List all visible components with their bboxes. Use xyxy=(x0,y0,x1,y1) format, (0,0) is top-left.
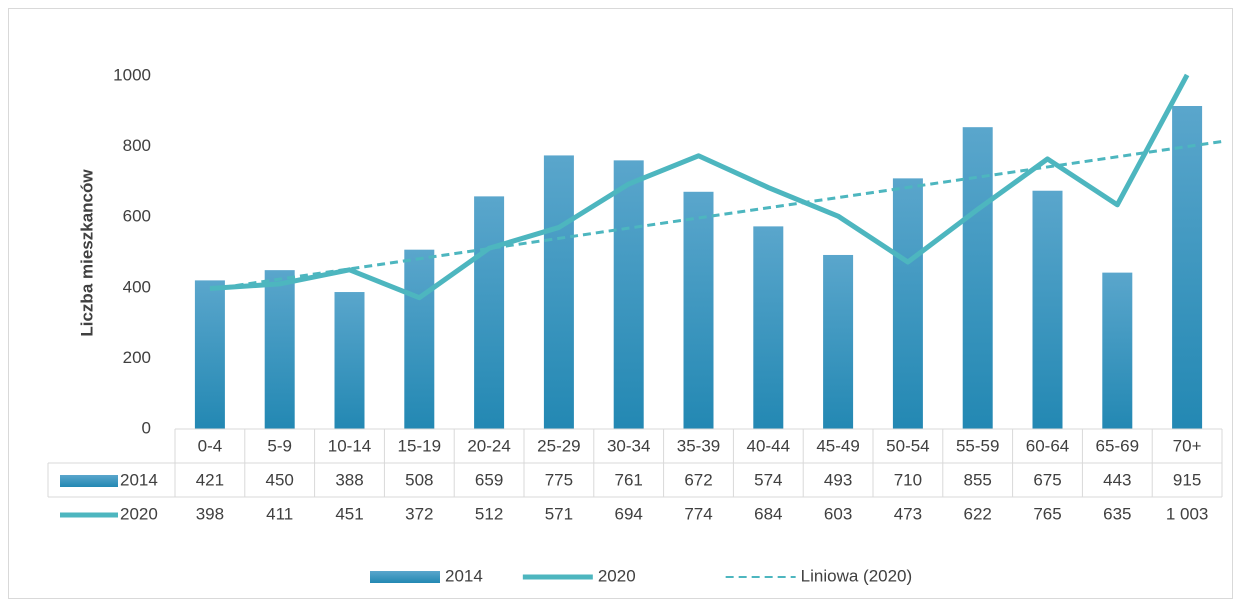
x-tick-label: 65-69 xyxy=(1096,436,1139,455)
x-tick-label: 60-64 xyxy=(1026,436,1069,455)
table-value: 571 xyxy=(545,504,573,523)
y-tick-label: 200 xyxy=(123,348,151,367)
table-value: 694 xyxy=(615,504,643,523)
table-series-name: 2014 xyxy=(120,470,158,489)
table-value: 603 xyxy=(824,504,852,523)
legend-label: 2014 xyxy=(445,566,483,585)
legend-label: Liniowa (2020) xyxy=(801,566,913,585)
bar xyxy=(962,127,993,429)
bar xyxy=(194,280,225,429)
table-value: 574 xyxy=(754,470,782,489)
table-value: 765 xyxy=(1033,504,1061,523)
table-value: 512 xyxy=(475,504,503,523)
bar xyxy=(1102,272,1133,429)
x-tick-label: 40-44 xyxy=(747,436,790,455)
table-value: 508 xyxy=(405,470,433,489)
table-value: 659 xyxy=(475,470,503,489)
x-tick-label: 15-19 xyxy=(398,436,441,455)
table-value: 1 003 xyxy=(1166,504,1209,523)
table-value: 450 xyxy=(266,470,294,489)
bar xyxy=(613,160,644,429)
bar xyxy=(264,270,295,429)
legend-key xyxy=(370,571,440,583)
table-value: 915 xyxy=(1173,470,1201,489)
x-tick-label: 0-4 xyxy=(198,436,223,455)
bar xyxy=(823,254,854,429)
bar xyxy=(683,191,714,429)
table-value: 443 xyxy=(1103,470,1131,489)
trendline xyxy=(209,140,1223,291)
bar xyxy=(892,178,923,429)
y-tick-label: 400 xyxy=(123,277,151,296)
table-value: 372 xyxy=(405,504,433,523)
x-tick-label: 35-39 xyxy=(677,436,720,455)
table-value: 775 xyxy=(545,470,573,489)
x-tick-label: 10-14 xyxy=(328,436,371,455)
y-tick-label: 1000 xyxy=(113,65,151,84)
legend-label: 2020 xyxy=(598,566,636,585)
table-value: 774 xyxy=(684,504,712,523)
table-value: 421 xyxy=(196,470,224,489)
bar xyxy=(404,249,435,429)
table-value: 388 xyxy=(335,470,363,489)
table-value: 675 xyxy=(1033,470,1061,489)
x-tick-label: 45-49 xyxy=(816,436,859,455)
line xyxy=(209,73,1190,301)
bar xyxy=(753,226,784,429)
table-value: 411 xyxy=(266,504,293,523)
table-legend-key xyxy=(60,475,118,487)
table-value: 855 xyxy=(964,470,992,489)
table-value: 451 xyxy=(335,504,363,523)
table-value: 761 xyxy=(615,470,643,489)
bar xyxy=(1172,106,1203,429)
y-tick-label: 800 xyxy=(123,136,151,155)
y-tick-label: 600 xyxy=(123,207,151,226)
table-value: 473 xyxy=(894,504,922,523)
table-value: 684 xyxy=(754,504,782,523)
table-series-name: 2020 xyxy=(120,504,158,523)
table-value: 635 xyxy=(1103,504,1131,523)
x-tick-label: 30-34 xyxy=(607,436,650,455)
table-value: 710 xyxy=(894,470,922,489)
bar xyxy=(474,196,505,429)
x-tick-label: 5-9 xyxy=(267,436,292,455)
table-value: 622 xyxy=(964,504,992,523)
y-tick-label: 0 xyxy=(142,418,151,437)
x-tick-label: 50-54 xyxy=(886,436,929,455)
x-tick-label: 70+ xyxy=(1173,436,1202,455)
table-value: 493 xyxy=(824,470,852,489)
bar xyxy=(543,155,574,430)
y-axis-title: Liczba mieszkanców xyxy=(77,169,96,337)
table-value: 398 xyxy=(196,504,224,523)
x-tick-label: 20-24 xyxy=(467,436,510,455)
x-tick-label: 55-59 xyxy=(956,436,999,455)
bar xyxy=(334,292,365,429)
table-value: 672 xyxy=(684,470,712,489)
x-tick-label: 25-29 xyxy=(537,436,580,455)
bar xyxy=(1032,190,1063,429)
